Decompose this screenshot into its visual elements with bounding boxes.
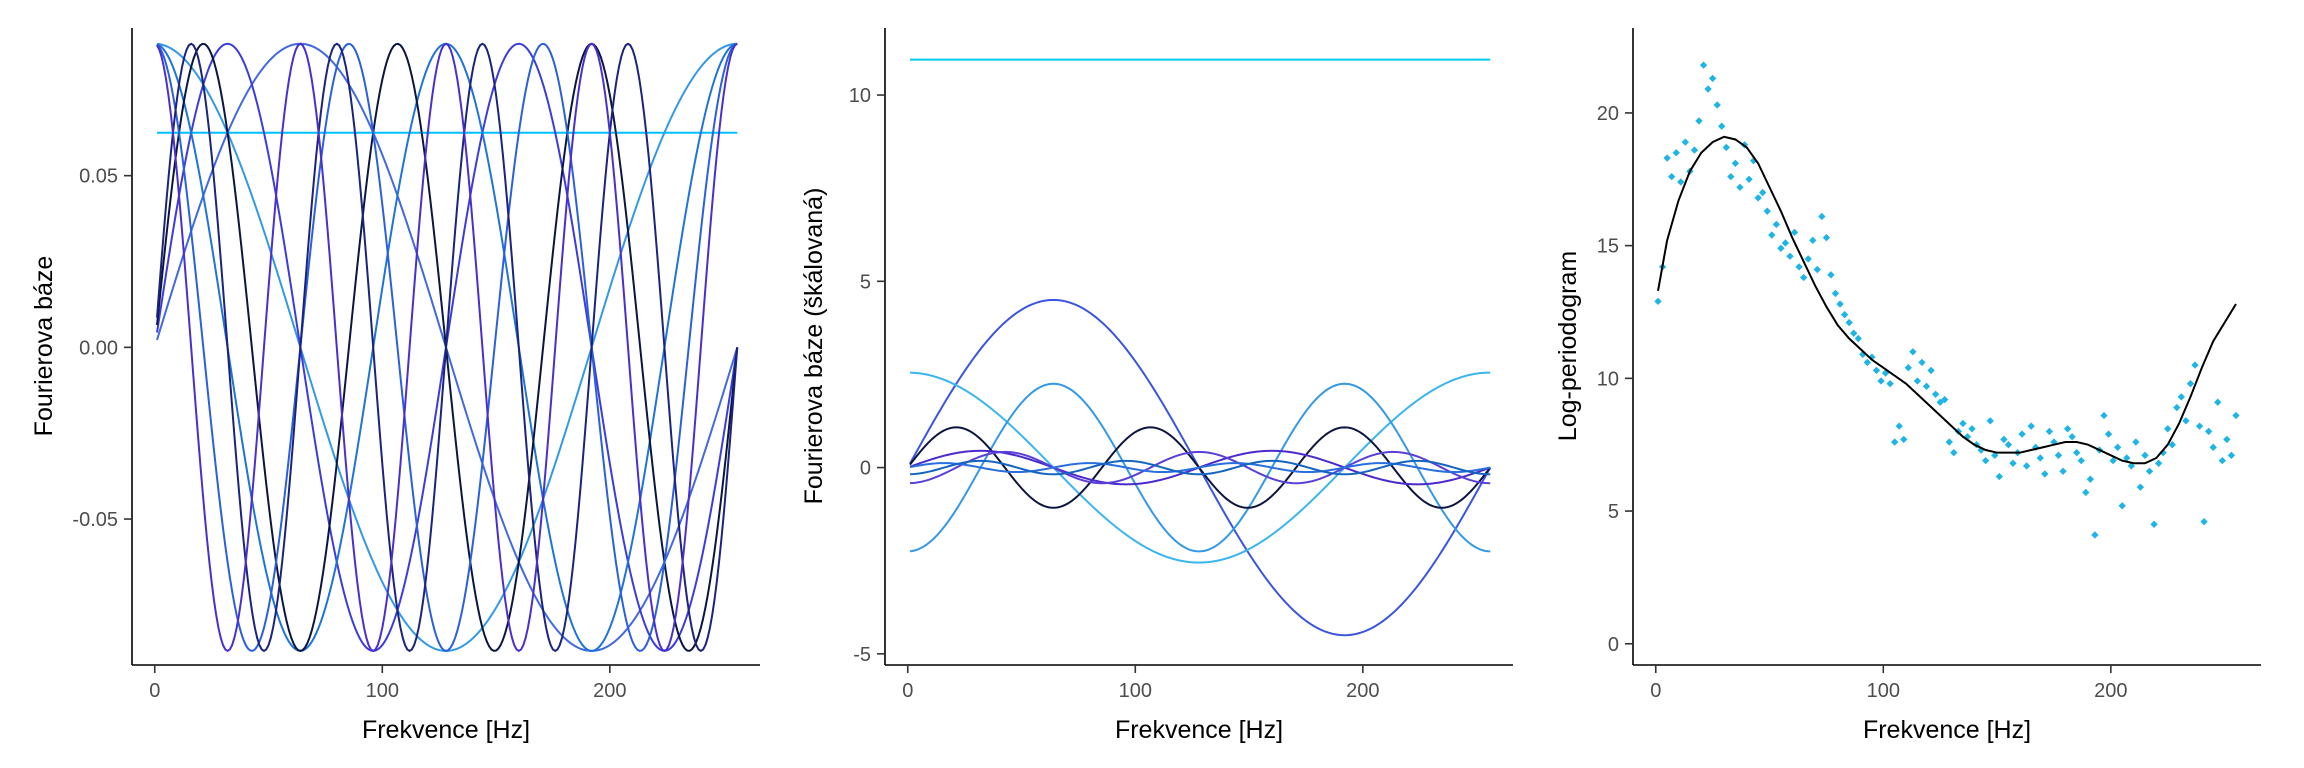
panel-1-ylabel: Fourierova báze: [30, 256, 58, 437]
panel-2-y-tick-label: -5: [853, 644, 871, 666]
panel-3-y-tick-label: 20: [1597, 103, 1619, 125]
panel-3-y-tick-label: 10: [1597, 368, 1619, 390]
panel-1-series-cos4: [156, 42, 738, 653]
panel-1-x-tick-label: 200: [593, 680, 626, 702]
panel-1-series-sin4: [156, 42, 739, 653]
panel-3-x-tick-label: 100: [1867, 680, 1900, 702]
panel-2-series-cos2: [909, 382, 1491, 553]
panel-3-data-point: [1950, 448, 1958, 457]
panel-1-series-sin3: [156, 42, 739, 652]
panel-3-data-point: [1945, 438, 1953, 446]
panel-3-smooth-line: [1657, 135, 2237, 465]
panel-3-data-point: [1672, 149, 1680, 157]
panel-3-data-point: [1845, 318, 1853, 327]
panel-2-y-tick-label: 10: [849, 85, 871, 107]
panel-1-x-tick-label: 0: [149, 680, 160, 702]
panel-3-data-point: [1731, 159, 1740, 168]
panel-3-data-point: [1927, 366, 1935, 375]
panel-3-x-tick-label: 200: [2094, 680, 2127, 702]
panel-2-y-tick-label: 5: [860, 271, 871, 293]
panel-3-data-point: [1831, 289, 1840, 298]
panel-3-data-point: [1681, 138, 1690, 146]
panel-1-y-tick-label: -0.05: [72, 509, 118, 531]
panel-1-xlabel: Frekvence [Hz]: [362, 716, 530, 744]
panel-3-data-point: [1909, 348, 1917, 356]
panel-1-y-tick-label: 0.00: [79, 337, 118, 359]
panel-3-ylabel: Log-periodogram: [1554, 251, 1582, 441]
panel-1-y-tick-label: 0.05: [79, 166, 118, 188]
panel-scaled-fourier-basis: Frekvence [Hz] Fourierova báze (škálovan…: [800, 28, 1513, 744]
panel-3-data-point: [1809, 236, 1817, 245]
panel-3-xlabel: Frekvence [Hz]: [1863, 716, 2031, 744]
panel-2-x-tick-label: 0: [902, 680, 913, 702]
panel-3-data-point: [1863, 358, 1872, 367]
panel-3-x-tick-label: 0: [1650, 680, 1661, 702]
panel-2-ylabel: Fourierova báze (škálovaná): [800, 188, 828, 505]
panel-2-x-tick-label: 200: [1346, 680, 1379, 702]
panel-3-data-point: [1890, 438, 1899, 446]
panel-3-y-tick-label: 5: [1608, 501, 1619, 523]
panel-fourier-basis: Frekvence [Hz] Fourierova báze 0 100 200 -0…: [30, 28, 760, 744]
panel-1-x-tick-label: 100: [366, 680, 399, 702]
panel-2-series-cos3: [909, 450, 1491, 485]
panel-1-series-cos3: [156, 42, 738, 652]
panel-3-data-point: [1663, 154, 1671, 162]
panel-2-series-sin3: [909, 426, 1492, 509]
panel-3-data-point: [1790, 228, 1799, 237]
panel-3-data-point: [1799, 273, 1808, 282]
panel-2-x-tick-label: 100: [1119, 680, 1152, 702]
panel-3-y-tick-label: 0: [1608, 634, 1619, 656]
panel-3-data-point: [2091, 531, 2099, 539]
panel-2-y-tick-label: 0: [860, 458, 871, 480]
panel-3-data-point: [1995, 472, 2004, 481]
panel-3-data-point: [1986, 417, 1994, 425]
panel-2-series-cos4: [909, 459, 1491, 476]
panel-3-y-tick-label: 15: [1597, 236, 1619, 258]
panel-2-xlabel: Frekvence [Hz]: [1115, 716, 1283, 744]
